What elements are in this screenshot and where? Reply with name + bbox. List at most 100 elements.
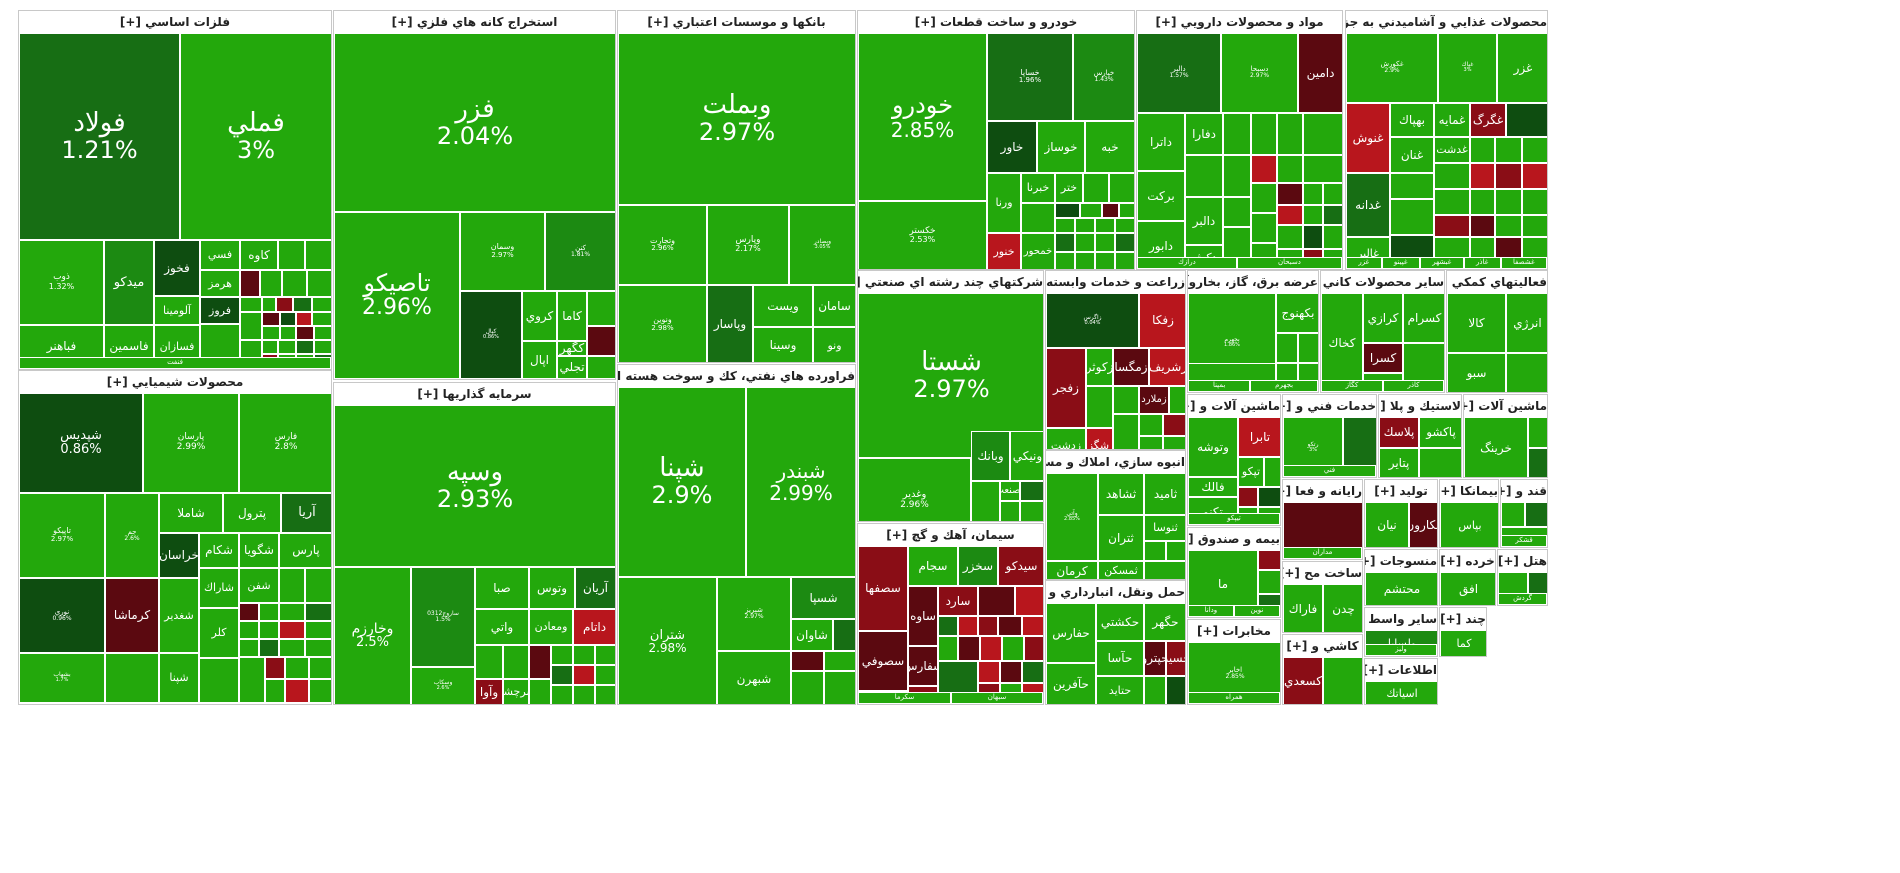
- stock-tile[interactable]: [1238, 487, 1258, 507]
- stock-tile[interactable]: سيدكو: [998, 546, 1043, 586]
- stock-tile[interactable]: حفارس: [1046, 603, 1096, 663]
- stock-tile[interactable]: تجلي: [557, 356, 587, 379]
- stock-tile[interactable]: [1522, 215, 1547, 237]
- stock-tile[interactable]: [305, 603, 331, 621]
- stock-tile[interactable]: خمحور: [1021, 233, 1055, 269]
- stock-tile[interactable]: خودرو 2.85%: [858, 33, 987, 201]
- stock-tile[interactable]: دسبحان: [1236, 257, 1342, 269]
- stock-tile[interactable]: ثشاهد: [1098, 473, 1144, 515]
- stock-tile[interactable]: غزر: [1346, 257, 1382, 269]
- sector-title[interactable]: محصولات شيميايي [+]: [19, 371, 331, 393]
- stock-tile[interactable]: [529, 679, 551, 704]
- sector-title[interactable]: استخراج كانه هاي فلزي [+]: [334, 11, 615, 33]
- stock-tile[interactable]: [305, 568, 331, 603]
- stock-tile[interactable]: [199, 658, 239, 703]
- stock-tile[interactable]: [1434, 163, 1470, 189]
- stock-tile[interactable]: [1119, 203, 1134, 218]
- stock-tile[interactable]: حآفرين: [1046, 663, 1096, 704]
- stock-tile[interactable]: [1323, 183, 1342, 205]
- stock-tile[interactable]: آريان: [575, 567, 615, 609]
- stock-tile[interactable]: كرازي: [1363, 293, 1403, 343]
- stock-tile[interactable]: شگويا: [239, 533, 279, 568]
- stock-tile[interactable]: [938, 636, 958, 661]
- stock-tile[interactable]: [529, 645, 551, 679]
- stock-tile[interactable]: [833, 619, 855, 651]
- stock-tile[interactable]: ونو: [813, 327, 855, 362]
- stock-tile[interactable]: بپاس: [1440, 502, 1498, 547]
- sector-title[interactable]: ماشين آلات [+]: [1464, 395, 1547, 417]
- stock-tile[interactable]: [1277, 183, 1303, 205]
- stock-tile[interactable]: [587, 356, 615, 379]
- stock-tile[interactable]: [282, 270, 307, 297]
- stock-tile[interactable]: حآسا: [1096, 641, 1144, 676]
- stock-tile[interactable]: [1390, 173, 1434, 199]
- stock-tile[interactable]: حتايد: [1096, 676, 1144, 704]
- stock-tile[interactable]: [305, 639, 331, 657]
- stock-tile[interactable]: كرماشا: [105, 578, 159, 653]
- stock-tile[interactable]: غپينو: [1381, 257, 1420, 269]
- stock-tile[interactable]: [1020, 501, 1043, 521]
- stock-tile[interactable]: پارس: [279, 533, 331, 568]
- stock-tile[interactable]: [1419, 448, 1461, 477]
- stock-tile[interactable]: وسكاب 2.6%: [411, 667, 475, 704]
- stock-tile[interactable]: [980, 636, 1002, 661]
- stock-tile[interactable]: [1258, 570, 1280, 594]
- stock-tile[interactable]: [279, 568, 305, 603]
- stock-tile[interactable]: وبملت 2.97%: [618, 33, 855, 205]
- stock-tile[interactable]: دفارا: [1185, 113, 1223, 155]
- stock-tile[interactable]: [105, 653, 159, 703]
- stock-tile[interactable]: [1115, 252, 1134, 269]
- sector-title[interactable]: ماشين آلات و [+]: [1188, 395, 1280, 417]
- stock-tile[interactable]: [259, 603, 279, 621]
- stock-tile[interactable]: [1163, 414, 1185, 436]
- stock-tile[interactable]: [595, 665, 615, 685]
- stock-tile[interactable]: وخارزم 2.5%: [334, 567, 411, 704]
- stock-tile[interactable]: وتوشه: [1188, 417, 1238, 477]
- stock-tile[interactable]: پارسان 2.99%: [143, 393, 239, 493]
- stock-tile[interactable]: سبهان: [951, 692, 1043, 704]
- stock-tile[interactable]: بركت: [1137, 171, 1185, 221]
- stock-tile[interactable]: [1055, 233, 1075, 252]
- stock-tile[interactable]: بمپنا: [1188, 380, 1251, 392]
- sector-title[interactable]: حمل ونقل، انبارداري و ار [+]: [1046, 581, 1185, 603]
- stock-tile[interactable]: [1139, 436, 1163, 449]
- stock-tile[interactable]: [309, 679, 331, 703]
- stock-tile[interactable]: [1303, 113, 1342, 155]
- stock-tile[interactable]: ختر: [1055, 173, 1083, 203]
- stock-tile[interactable]: [239, 657, 265, 703]
- stock-tile[interactable]: [998, 616, 1022, 636]
- stock-tile[interactable]: غاذر: [1463, 257, 1501, 269]
- stock-tile[interactable]: زملارد: [1139, 386, 1169, 414]
- stock-tile[interactable]: خساپا 1.96%: [987, 33, 1073, 121]
- stock-tile[interactable]: [1434, 189, 1470, 215]
- stock-tile[interactable]: [285, 657, 309, 679]
- stock-tile[interactable]: [1276, 333, 1298, 363]
- stock-tile[interactable]: جم 2.6%: [105, 493, 159, 578]
- stock-tile[interactable]: وآوا: [475, 679, 503, 704]
- stock-tile[interactable]: آلومينا: [154, 296, 200, 325]
- stock-tile[interactable]: [1024, 636, 1043, 661]
- stock-tile[interactable]: شاراك: [199, 568, 239, 608]
- sector-title[interactable]: انبوه سازي، املاك و مس [+]: [1046, 451, 1185, 473]
- stock-tile[interactable]: [1095, 218, 1115, 233]
- stock-tile[interactable]: وپاسار: [707, 285, 753, 362]
- stock-tile[interactable]: چدن: [1323, 584, 1362, 632]
- stock-tile[interactable]: [305, 621, 331, 639]
- sector-title[interactable]: خرده [+]: [1440, 550, 1495, 572]
- stock-tile[interactable]: [279, 603, 305, 621]
- stock-tile[interactable]: وسمان 2.97%: [460, 212, 545, 291]
- stock-tile[interactable]: [1113, 414, 1139, 449]
- stock-tile[interactable]: [293, 297, 312, 312]
- stock-tile[interactable]: غزر: [1497, 33, 1547, 103]
- stock-tile[interactable]: آريا: [281, 493, 331, 533]
- stock-tile[interactable]: كاوه: [240, 240, 278, 270]
- stock-tile[interactable]: [1015, 586, 1043, 616]
- stock-tile[interactable]: وسپه 2.93%: [334, 405, 615, 567]
- stock-tile[interactable]: [280, 326, 296, 340]
- stock-tile[interactable]: فارس 2.8%: [239, 393, 331, 493]
- stock-tile[interactable]: اپال: [522, 341, 557, 379]
- stock-tile[interactable]: شغدير: [159, 578, 199, 653]
- stock-tile[interactable]: كما: [1440, 630, 1486, 656]
- sector-title[interactable]: خودرو و ساخت قطعات [+]: [858, 11, 1134, 33]
- stock-tile[interactable]: سخزر: [958, 546, 998, 586]
